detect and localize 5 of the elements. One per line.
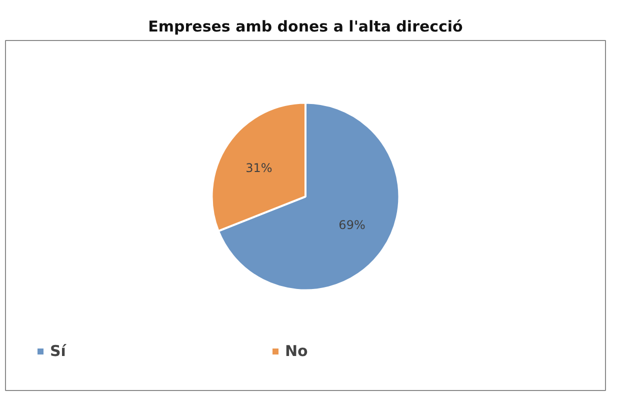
legend-label: No <box>285 342 308 360</box>
legend-label: Sí <box>50 342 68 360</box>
data-label: 31% <box>246 161 272 176</box>
data-label: 69% <box>338 218 366 232</box>
chart-title: Empreses amb dones a l'alta direcció <box>148 18 463 36</box>
